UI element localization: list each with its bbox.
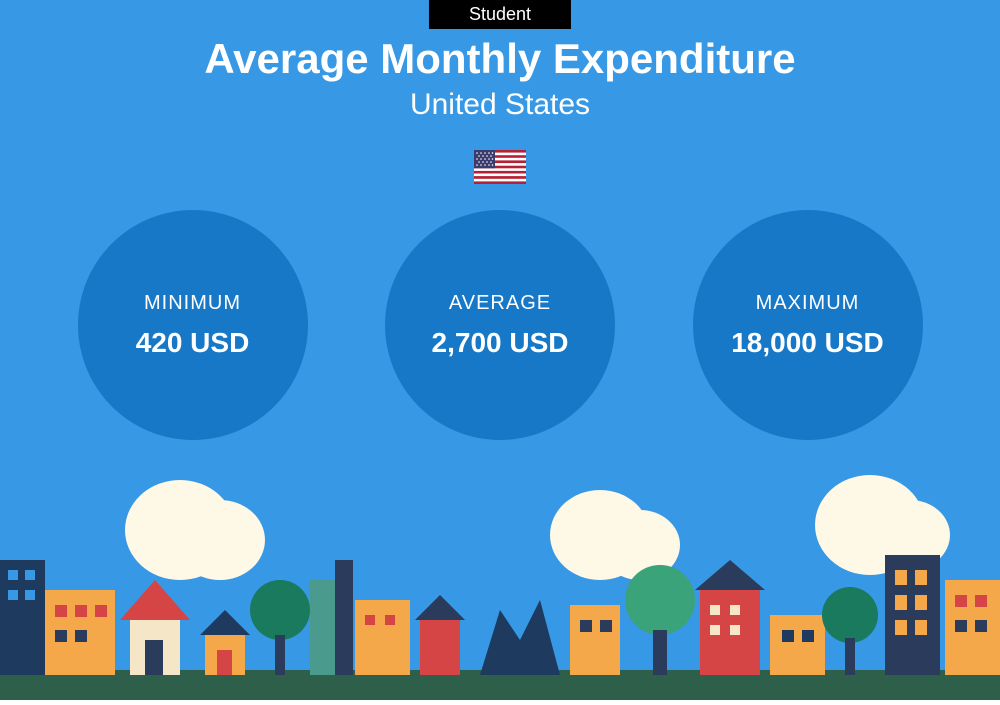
student-badge: Student (429, 0, 571, 29)
page-title: Average Monthly Expenditure (0, 35, 1000, 83)
stat-value: 420 USD (136, 327, 250, 359)
stat-minimum: MINIMUM 420 USD (78, 210, 308, 440)
stat-label: AVERAGE (449, 292, 551, 315)
stat-label: MAXIMUM (756, 292, 860, 315)
page: Student Average Monthly Expenditure Unit… (0, 0, 1000, 700)
us-flag-icon (474, 150, 526, 184)
badge-label: Student (469, 4, 531, 24)
stat-value: 2,700 USD (432, 327, 569, 359)
stat-average: AVERAGE 2,700 USD (385, 210, 615, 440)
stat-circles: MINIMUM 420 USD AVERAGE 2,700 USD MAXIMU… (0, 210, 1000, 440)
stat-value: 18,000 USD (731, 327, 884, 359)
page-subtitle: United States (0, 88, 1000, 122)
stat-maximum: MAXIMUM 18,000 USD (693, 210, 923, 440)
cityscape-illustration (0, 460, 1000, 700)
stat-label: MINIMUM (144, 292, 241, 315)
